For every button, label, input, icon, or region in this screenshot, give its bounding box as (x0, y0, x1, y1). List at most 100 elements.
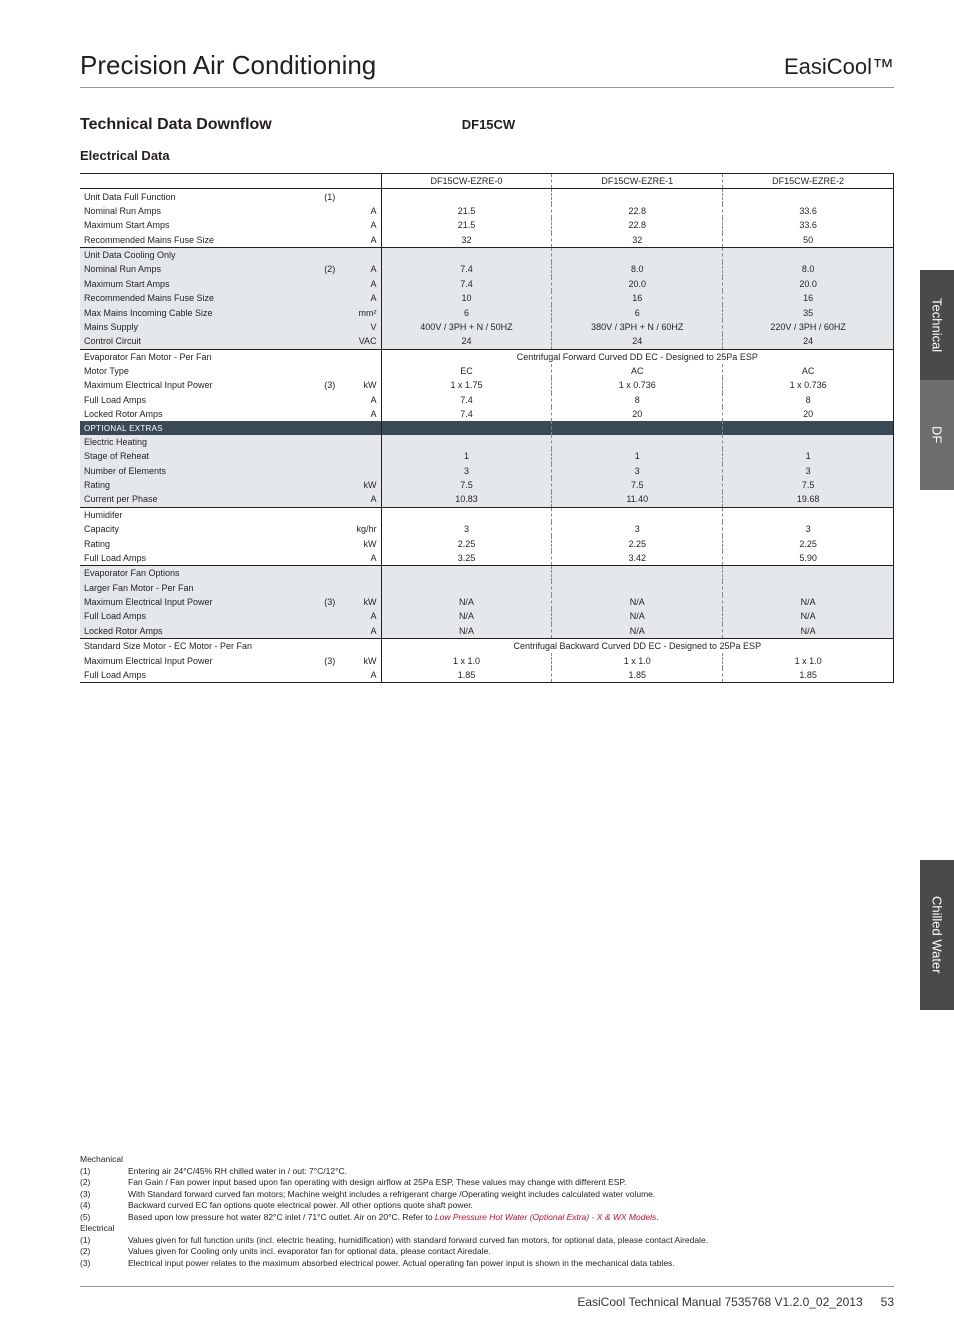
row-unit: A (345, 218, 381, 232)
row-value: 22.8 (552, 204, 723, 218)
row-note (315, 639, 345, 654)
row-value: N/A (552, 624, 723, 639)
row-value: 3 (381, 464, 552, 478)
row-value: 3 (552, 464, 723, 478)
row-unit (345, 449, 381, 463)
model-code: DF15CW (462, 117, 515, 132)
row-note (315, 464, 345, 478)
row-value: 7.5 (723, 478, 894, 492)
col-header: DF15CW-EZRE-1 (552, 174, 723, 189)
footer-doc: EasiCool Technical Manual 7535768 V1.2.0… (577, 1295, 862, 1309)
row-value: 6 (381, 305, 552, 319)
row-unit (345, 639, 381, 654)
row-unit: V (345, 320, 381, 334)
table-row: Full Load AmpsA3.253.425.90 (80, 551, 894, 566)
row-value: AC (723, 364, 894, 378)
row-note (315, 407, 345, 421)
table-row: RatingkW2.252.252.25 (80, 536, 894, 550)
row-unit: A (345, 277, 381, 291)
row-value (723, 581, 894, 595)
footnote-num: (2) (80, 1246, 128, 1257)
row-value: N/A (723, 609, 894, 623)
row-unit: A (345, 551, 381, 566)
row-note (315, 507, 345, 522)
footnote-row: (2)Values given for Cooling only units i… (80, 1246, 884, 1257)
row-value (381, 566, 552, 581)
footnote-text: Based upon low pressure hot water 82°C i… (128, 1212, 659, 1223)
footnote-num: (2) (80, 1177, 128, 1188)
row-unit: kg/hr (345, 522, 381, 536)
row-value: N/A (723, 595, 894, 609)
row-label: Humidifer (80, 507, 315, 522)
row-note (315, 334, 345, 349)
row-unit (345, 421, 381, 434)
table-row: Capacitykg/hr333 (80, 522, 894, 536)
footnote-text: Entering air 24°C/45% RH chilled water i… (128, 1166, 347, 1177)
row-label: Current per Phase (80, 492, 315, 507)
row-note (315, 551, 345, 566)
footer-bar: EasiCool Technical Manual 7535768 V1.2.0… (80, 1286, 894, 1309)
row-value: 10.83 (381, 492, 552, 507)
row-value: 8.0 (723, 262, 894, 276)
row-value: AC (552, 364, 723, 378)
row-value: 1 (552, 449, 723, 463)
row-note (315, 435, 345, 449)
row-note (315, 668, 345, 683)
row-span-value: Centrifugal Backward Curved DD EC - Desi… (381, 639, 893, 654)
row-value: 1 x 0.736 (723, 378, 894, 392)
row-value: 35 (723, 305, 894, 319)
row-label: Max Mains Incoming Cable Size (80, 305, 315, 319)
row-value: N/A (552, 609, 723, 623)
row-value: 7.4 (381, 393, 552, 407)
row-note (315, 566, 345, 581)
row-note (315, 624, 345, 639)
row-unit: VAC (345, 334, 381, 349)
row-unit: mm² (345, 305, 381, 319)
row-value: 5.90 (723, 551, 894, 566)
row-value: EC (381, 364, 552, 378)
row-note (315, 349, 345, 364)
row-note (315, 364, 345, 378)
row-value: 1.85 (552, 668, 723, 683)
row-unit: A (345, 204, 381, 218)
section-title-row: Technical Data Downflow DF15CW (80, 116, 894, 134)
row-label: Maximum Electrical Input Power (80, 595, 315, 609)
row-value: 1 x 1.75 (381, 378, 552, 392)
row-unit: A (345, 393, 381, 407)
col-header: DF15CW-EZRE-2 (723, 174, 894, 189)
row-value: 2.25 (381, 536, 552, 550)
footnote-row: (4)Backward curved EC fan options quote … (80, 1200, 884, 1211)
table-row: Electric Heating (80, 435, 894, 449)
row-value (723, 421, 894, 434)
footnote-row: (3)With Standard forward curved fan moto… (80, 1189, 884, 1200)
row-label: Larger Fan Motor - Per Fan (80, 581, 315, 595)
row-unit: A (345, 407, 381, 421)
row-value: N/A (381, 595, 552, 609)
row-value: 24 (552, 334, 723, 349)
row-label: Mains Supply (80, 320, 315, 334)
row-unit: A (345, 233, 381, 248)
row-label: Locked Rotor Amps (80, 624, 315, 639)
row-value: 3 (723, 464, 894, 478)
row-value: 19.68 (723, 492, 894, 507)
row-value: 3 (552, 522, 723, 536)
row-value: 16 (552, 291, 723, 305)
section-title: Technical Data Downflow (80, 116, 272, 134)
row-note (315, 609, 345, 623)
row-label: Evaporator Fan Motor - Per Fan (80, 349, 315, 364)
row-value: 33.6 (723, 204, 894, 218)
footnote-heading: Electrical (80, 1223, 884, 1234)
row-value (381, 435, 552, 449)
footnote-num: (4) (80, 1200, 128, 1211)
row-note (315, 233, 345, 248)
row-unit (345, 435, 381, 449)
footnote-text: Fan Gain / Fan power input based upon fa… (128, 1177, 626, 1188)
row-value: 380V / 3PH + N / 60HZ (552, 320, 723, 334)
sub-title: Electrical Data (80, 148, 894, 163)
row-value: 32 (381, 233, 552, 248)
row-unit (345, 349, 381, 364)
row-value: 2.25 (552, 536, 723, 550)
table-row: RatingkW7.57.57.5 (80, 478, 894, 492)
row-value: 8 (552, 393, 723, 407)
page-header: Precision Air Conditioning EasiCool™ (80, 50, 894, 88)
